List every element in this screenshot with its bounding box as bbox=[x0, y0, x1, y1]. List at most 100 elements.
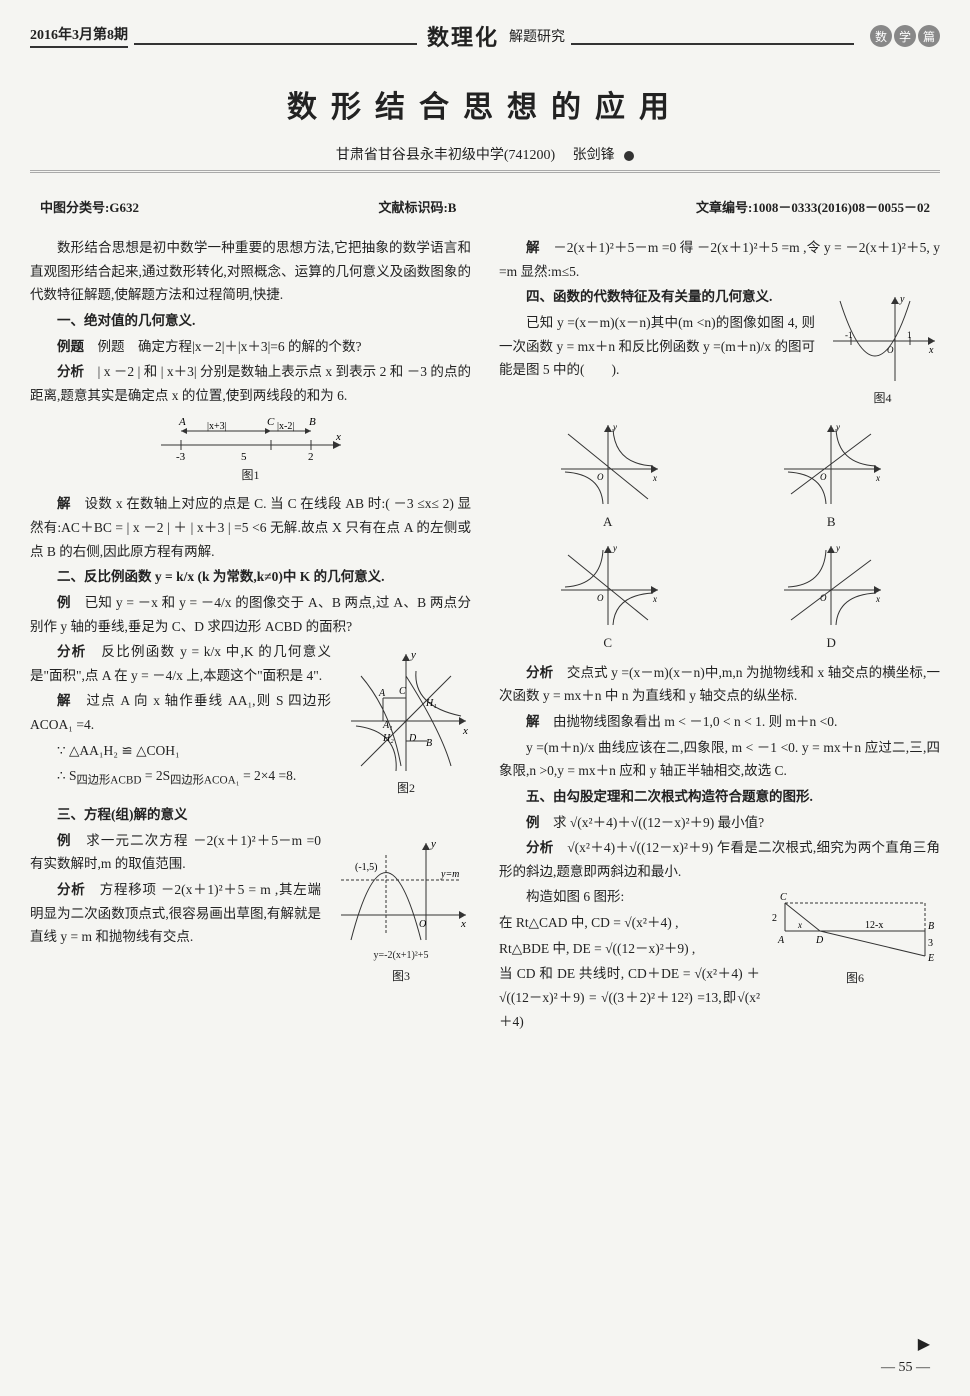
sec1-ex-text: 例题 确定方程|x－2|＋|x＋3|=6 的解的个数? bbox=[98, 339, 362, 354]
option-a: O x y A bbox=[499, 419, 717, 534]
sec2-example: 例 已知 y = －x 和 y = －4/x 的图像交于 A、B 两点,过 A、… bbox=[30, 591, 471, 638]
svg-text:x: x bbox=[875, 473, 880, 483]
svg-text:O: O bbox=[597, 472, 604, 482]
sec4-analysis: 分析 交点式 y =(x－m)(x－n)中,m,n 为抛物线和 x 轴交点的横坐… bbox=[499, 661, 940, 708]
sec5-example: 例 求 √(x²＋4)＋√((12－x)²＋9) 最小值? bbox=[499, 811, 940, 835]
svg-text:x: x bbox=[460, 918, 466, 930]
header-badges: 数 学 篇 bbox=[870, 25, 940, 47]
svg-text:-3: -3 bbox=[176, 451, 186, 463]
meta-row: 中图分类号:G632 文献标识码:B 文章编号:1008－0333(2016)0… bbox=[30, 197, 940, 216]
author-name: 张剑锋 bbox=[573, 148, 615, 163]
sec3-title: 三、方程(组)解的意义 bbox=[30, 803, 471, 827]
sec4-sol2: y =(m＋n)/x 曲线应该在二,四象限, m < －1 <0. y = mx… bbox=[499, 736, 940, 783]
svg-text:x: x bbox=[652, 594, 657, 604]
sec3-solution: 解 －2(x＋1)²＋5－m =0 得 －2(x＋1)²＋5 =m ,令 y =… bbox=[499, 236, 940, 283]
svg-text:E: E bbox=[927, 953, 934, 964]
svg-text:y: y bbox=[430, 838, 436, 850]
fig3-caption: 图3 bbox=[392, 966, 410, 987]
svg-text:A: A bbox=[378, 688, 386, 699]
fig3-eq: y=-2(x+1)²+5 bbox=[374, 947, 429, 965]
svg-text:y: y bbox=[835, 543, 840, 553]
intro-para: 数形结合思想是初中数学一种重要的思想方法,它把抽象的数学语言和直观图形结合起来,… bbox=[30, 236, 471, 307]
option-d: O x y D bbox=[723, 540, 941, 655]
option-c-label: C bbox=[603, 632, 612, 655]
article-title: 数形结合思想的应用 bbox=[30, 82, 940, 126]
badge-2: 学 bbox=[894, 25, 916, 47]
journal-subtitle: 解题研究 bbox=[509, 26, 565, 46]
svg-text:x: x bbox=[462, 725, 468, 737]
svg-text:y: y bbox=[410, 649, 416, 661]
svg-text:D: D bbox=[408, 733, 417, 744]
fig4-caption: 图4 bbox=[873, 388, 891, 409]
svg-text:x: x bbox=[652, 473, 657, 483]
figure-6: C 2 A D x 12-x B 3 E 图6 bbox=[770, 891, 940, 989]
option-a-svg: O x y bbox=[553, 419, 663, 509]
svg-text:x: x bbox=[335, 431, 341, 443]
svg-text:|x-2|: |x-2| bbox=[277, 421, 294, 432]
issue-info: 2016年3月第8期 bbox=[30, 24, 128, 48]
svg-text:2: 2 bbox=[308, 451, 314, 463]
svg-text:O: O bbox=[419, 919, 426, 930]
svg-text:C: C bbox=[267, 416, 275, 428]
svg-text:|x+3|: |x+3| bbox=[207, 421, 227, 432]
doc-code: 文献标识码:B bbox=[378, 197, 456, 216]
sec5-analysis: 分析 √(x²＋4)＋√((12－x)²＋9) 乍看是二次根式,细究为两个直角三… bbox=[499, 836, 940, 883]
fig2-caption: 图2 bbox=[397, 778, 415, 799]
svg-text:A: A bbox=[178, 416, 186, 428]
option-b: O x y B bbox=[723, 419, 941, 534]
sec5-title: 五、由勾股定理和二次根式构造符合题意的图形. bbox=[499, 785, 940, 809]
sec1-solution: 解 设数 x 在数轴上对应的点是 C. 当 C 在线段 AB 时:( －3 ≤x… bbox=[30, 492, 471, 563]
svg-text:x: x bbox=[928, 345, 934, 356]
badge-3: 篇 bbox=[918, 25, 940, 47]
svg-text:y: y bbox=[612, 543, 617, 553]
figure-2: x y A C H₁ A₁ H₂ D B bbox=[341, 646, 471, 799]
header-rule-left bbox=[134, 43, 417, 45]
page-header: 2016年3月第8期 数理化 解题研究 数 学 篇 bbox=[30, 20, 940, 52]
fig1-caption: 图1 bbox=[241, 465, 259, 486]
sec1-analysis: 分析 | x －2 | 和 | x＋3| 分别是数轴上表示点 x 到表示 2 和… bbox=[30, 360, 471, 407]
svg-text:2: 2 bbox=[772, 913, 777, 924]
title-divider bbox=[30, 170, 940, 173]
sec1-example: 例题 例题 确定方程|x－2|＋|x＋3|=6 的解的个数? bbox=[30, 335, 471, 359]
option-b-label: B bbox=[827, 511, 836, 534]
parabola4-svg: x y O -1 1 bbox=[825, 291, 940, 386]
header-rule-right bbox=[571, 43, 854, 45]
svg-text:C: C bbox=[780, 892, 787, 903]
svg-text:B: B bbox=[309, 416, 316, 428]
svg-text:H₁: H₁ bbox=[425, 698, 437, 709]
option-d-svg: O x y bbox=[776, 540, 886, 630]
svg-text:B: B bbox=[928, 921, 934, 932]
author-line: 甘肃省甘谷县永丰初级中学(741200) 张剑锋 bbox=[30, 144, 940, 164]
svg-text:B: B bbox=[426, 738, 432, 749]
hyperbola-svg: x y A C H₁ A₁ H₂ D B bbox=[341, 646, 471, 776]
sec2-title: 二、反比例函数 y = k/x (k 为常数,k≠0)中 K 的几何意义. bbox=[30, 565, 471, 589]
svg-text:12-x: 12-x bbox=[865, 920, 883, 931]
option-grid: O x y A O x y bbox=[499, 419, 940, 655]
svg-text:3: 3 bbox=[928, 938, 933, 949]
clc-number: 中图分类号:G632 bbox=[40, 197, 139, 216]
svg-text:x: x bbox=[875, 594, 880, 604]
sec4-sol: 解 由抛物线图象看出 m < －1,0 < n < 1. 则 m＋n <0. bbox=[499, 710, 940, 734]
fig6-caption: 图6 bbox=[846, 968, 864, 989]
author-dot-icon bbox=[624, 151, 634, 161]
number-line-svg: -3 2 x A C B |x+3| |x-2| 5 bbox=[151, 413, 351, 463]
svg-text:O: O bbox=[887, 345, 894, 355]
figure-1: -3 2 x A C B |x+3| |x-2| 5 图1 bbox=[30, 413, 471, 486]
parabola-svg: x y O (-1,5) y=m bbox=[331, 835, 471, 945]
option-d-label: D bbox=[827, 632, 836, 655]
figure-3: x y O (-1,5) y=m y=-2(x+1)²+5 图3 bbox=[331, 835, 471, 988]
svg-text:y=m: y=m bbox=[440, 869, 459, 880]
svg-text:A₁: A₁ bbox=[382, 720, 393, 731]
right-column: 解 －2(x＋1)²＋5－m =0 得 －2(x＋1)²＋5 =m ,令 y =… bbox=[499, 236, 940, 1035]
option-b-svg: O x y bbox=[776, 419, 886, 509]
option-c-svg: O x y bbox=[553, 540, 663, 630]
left-column: 数形结合思想是初中数学一种重要的思想方法,它把抽象的数学语言和直观图形结合起来,… bbox=[30, 236, 471, 1035]
svg-text:(-1,5): (-1,5) bbox=[355, 862, 378, 873]
svg-text:C: C bbox=[399, 686, 406, 697]
svg-text:O: O bbox=[597, 593, 604, 603]
svg-text:D: D bbox=[815, 935, 824, 946]
svg-text:H₂: H₂ bbox=[382, 733, 394, 744]
svg-text:O: O bbox=[820, 472, 827, 482]
svg-text:A: A bbox=[777, 935, 785, 946]
sec1-title: 一、绝对值的几何意义. bbox=[30, 309, 471, 333]
